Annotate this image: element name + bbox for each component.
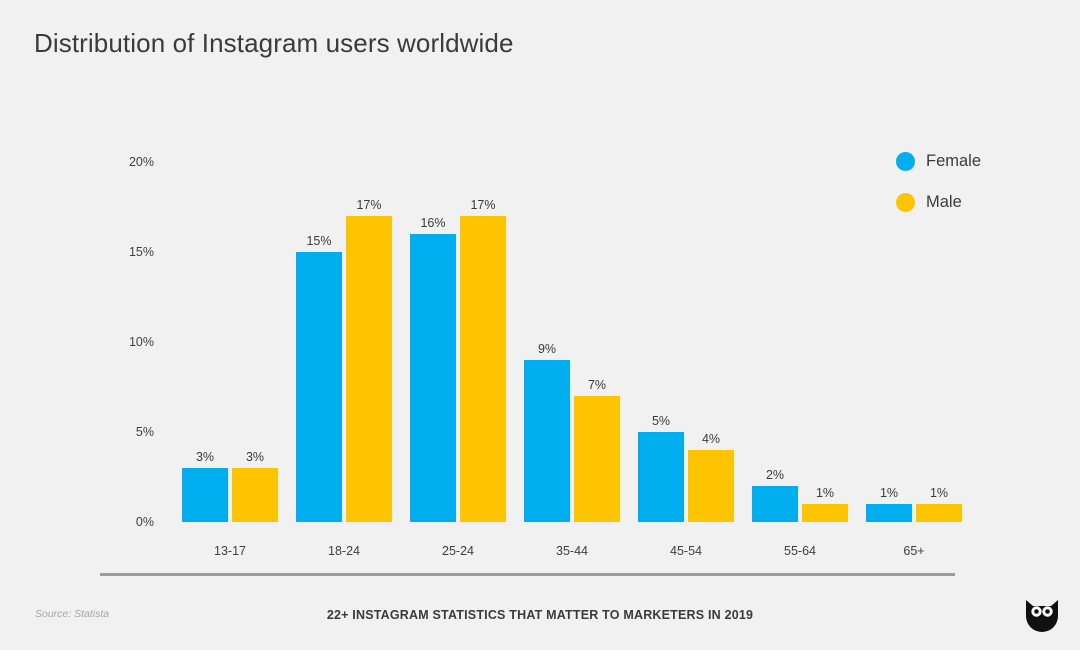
- bar-group: 3% 3% 13-17: [182, 155, 278, 558]
- bar-female[interactable]: 15%: [296, 234, 342, 522]
- x-axis-category-label: 35-44: [556, 544, 588, 558]
- bar-value-label: 16%: [420, 216, 446, 230]
- x-axis-category-label: 18-24: [328, 544, 360, 558]
- y-axis-tick: 20%: [128, 155, 154, 169]
- bar-male[interactable]: 17%: [346, 198, 392, 522]
- legend-label: Male: [926, 193, 962, 211]
- bar-rect: [916, 504, 962, 522]
- plot-area: 0% 5% 10% 15% 20% 3% 3% 13-17 15% 17% 18-24 16% 17%…: [100, 155, 980, 558]
- bar-group: 5% 4% 45-54: [638, 155, 734, 558]
- legend-item-male[interactable]: Male: [896, 193, 981, 212]
- bar-rect: [752, 486, 798, 522]
- bar-male[interactable]: 17%: [460, 198, 506, 522]
- bar-female[interactable]: 2%: [752, 468, 798, 522]
- bar-value-label: 15%: [306, 234, 332, 248]
- bar-rect: [574, 396, 620, 522]
- bar-value-label: 17%: [470, 198, 496, 212]
- footer-divider: [100, 573, 955, 576]
- y-axis-tick: 10%: [128, 335, 154, 349]
- x-axis-category-label: 45-54: [670, 544, 702, 558]
- bar-value-label: 1%: [815, 486, 835, 500]
- legend-item-female[interactable]: Female: [896, 152, 981, 171]
- bar-rect: [638, 432, 684, 522]
- bar-rect: [524, 360, 570, 522]
- bar-value-label: 3%: [195, 450, 215, 464]
- bar-male[interactable]: 1%: [916, 486, 962, 522]
- bar-female[interactable]: 1%: [866, 486, 912, 522]
- bar-value-label: 5%: [651, 414, 671, 428]
- bar-value-label: 3%: [245, 450, 265, 464]
- bar-female[interactable]: 5%: [638, 414, 684, 522]
- bar-rect: [460, 216, 506, 522]
- legend-swatch-icon: [896, 152, 915, 171]
- bar-group: 1% 1% 65+: [866, 155, 962, 558]
- page-title: Distribution of Instagram users worldwid…: [34, 28, 514, 58]
- bar-value-label: 17%: [356, 198, 382, 212]
- bar-group: 16% 17% 25-24: [410, 155, 506, 558]
- y-axis-tick: 15%: [128, 245, 154, 259]
- x-axis-category-label: 13-17: [214, 544, 246, 558]
- bar-groups-container: 3% 3% 13-17 15% 17% 18-24 16% 17% 25-24 9% 7% 35-44…: [182, 155, 980, 558]
- bar-rect: [296, 252, 342, 522]
- bar-value-label: 2%: [765, 468, 785, 482]
- source-note: Source: Statista: [35, 608, 110, 620]
- legend-label: Female: [926, 152, 982, 170]
- legend-swatch-icon: [896, 193, 915, 212]
- bar-male[interactable]: 1%: [802, 486, 848, 522]
- hootsuite-owl-logo: [1022, 590, 1062, 635]
- footer-caption: 22+ INSTAGRAM STATISTICS THAT MATTER TO …: [326, 608, 754, 622]
- x-axis-category-label: 55-64: [784, 544, 816, 558]
- x-axis-category-label: 65+: [903, 544, 925, 558]
- bar-male[interactable]: 7%: [574, 378, 620, 522]
- bar-rect: [410, 234, 456, 522]
- y-axis: 0% 5% 10% 15% 20%: [100, 155, 162, 530]
- x-axis-category-label: 25-24: [442, 544, 474, 558]
- bar-female[interactable]: 3%: [182, 450, 228, 522]
- bar-male[interactable]: 3%: [232, 450, 278, 522]
- bar-rect: [688, 450, 734, 522]
- y-axis-tick: 0%: [135, 515, 154, 529]
- bar-rect: [802, 504, 848, 522]
- bar-group: 2% 1% 55-64: [752, 155, 848, 558]
- bar-value-label: 7%: [587, 378, 607, 392]
- bar-value-label: 4%: [701, 432, 721, 446]
- bar-female[interactable]: 9%: [524, 342, 570, 522]
- bar-value-label: 1%: [879, 486, 899, 500]
- bar-rect: [346, 216, 392, 522]
- chart-legend: Female Male: [896, 152, 981, 234]
- bar-value-label: 1%: [929, 486, 949, 500]
- bar-group: 15% 17% 18-24: [296, 155, 392, 558]
- bar-rect: [232, 468, 278, 522]
- bar-rect: [866, 504, 912, 522]
- bar-group: 9% 7% 35-44: [524, 155, 620, 558]
- bar-rect: [182, 468, 228, 522]
- bar-female[interactable]: 16%: [410, 216, 456, 522]
- y-axis-tick: 5%: [135, 425, 154, 439]
- bar-male[interactable]: 4%: [688, 432, 734, 522]
- bar-value-label: 9%: [537, 342, 557, 356]
